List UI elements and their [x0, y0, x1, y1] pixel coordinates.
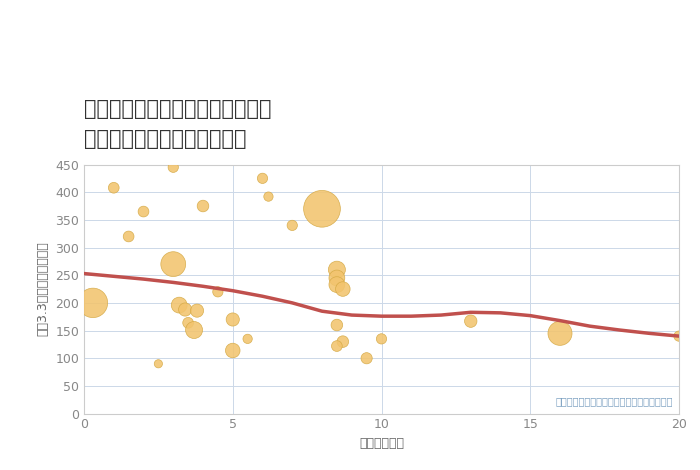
- Text: 円の大きさは、取引のあった物件面積を示す: 円の大きさは、取引のあった物件面積を示す: [556, 396, 673, 406]
- Point: [331, 281, 342, 289]
- Point: [179, 306, 190, 313]
- Point: [197, 202, 209, 210]
- Point: [168, 164, 179, 171]
- Point: [554, 329, 566, 337]
- Point: [337, 285, 349, 293]
- Point: [174, 301, 185, 309]
- X-axis label: 駅距離（分）: 駅距離（分）: [359, 437, 404, 450]
- Point: [183, 319, 194, 327]
- Point: [465, 317, 476, 325]
- Point: [88, 299, 99, 306]
- Point: [227, 316, 238, 323]
- Point: [287, 222, 298, 229]
- Point: [257, 174, 268, 182]
- Point: [123, 233, 134, 240]
- Point: [331, 266, 342, 274]
- Point: [227, 347, 238, 354]
- Point: [673, 332, 685, 340]
- Point: [153, 360, 164, 368]
- Point: [331, 342, 342, 350]
- Point: [331, 274, 342, 282]
- Point: [331, 321, 342, 329]
- Point: [138, 208, 149, 215]
- Point: [337, 338, 349, 345]
- Point: [242, 335, 253, 343]
- Point: [212, 288, 223, 296]
- Point: [263, 193, 274, 200]
- Point: [192, 307, 203, 314]
- Point: [168, 260, 179, 268]
- Point: [108, 184, 119, 191]
- Point: [376, 335, 387, 343]
- Point: [188, 326, 199, 334]
- Text: 神奈川県横浜市中区本牧大里町の
駅距離別中古マンション価格: 神奈川県横浜市中区本牧大里町の 駅距離別中古マンション価格: [84, 100, 272, 149]
- Point: [316, 205, 328, 212]
- Point: [361, 354, 372, 362]
- Y-axis label: 坪（3.3㎡）単価（万円）: 坪（3.3㎡）単価（万円）: [36, 242, 50, 337]
